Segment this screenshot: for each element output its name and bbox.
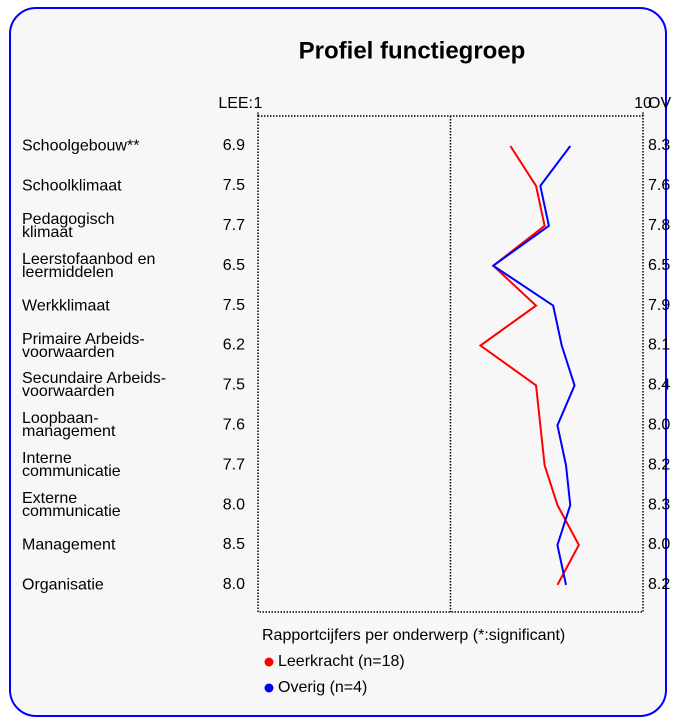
category-label: Schoolklimaat xyxy=(22,177,122,195)
category-label: Leerstofaanbod en leermiddelen xyxy=(22,250,156,281)
value-label: 8.0 xyxy=(223,576,245,593)
x-tick-label: 10 xyxy=(634,95,652,112)
category-label: Werkklimaat xyxy=(22,297,110,315)
legend-label: Overig (n=4) xyxy=(278,679,367,696)
value-label: 7.9 xyxy=(648,297,670,314)
category-label: Organisatie xyxy=(22,576,104,594)
value-label: 7.5 xyxy=(223,377,245,394)
column-label: OV xyxy=(648,95,671,112)
value-label: 6.5 xyxy=(223,257,245,274)
value-label: 6.9 xyxy=(223,137,245,154)
category-label: Interne communicatie xyxy=(22,450,121,481)
chart-title: Profiel functiegroep xyxy=(299,37,526,64)
value-label: 7.5 xyxy=(223,177,245,194)
value-label: 8.2 xyxy=(648,576,670,593)
value-label: 6.5 xyxy=(648,257,670,274)
value-label: 7.5 xyxy=(223,297,245,314)
value-label: 8.4 xyxy=(648,377,670,394)
category-label: Secundaire Arbeids- voorwaarden xyxy=(22,370,167,401)
value-label: 7.8 xyxy=(648,217,670,234)
value-label: 7.6 xyxy=(648,177,670,194)
series-line xyxy=(478,145,580,586)
category-label: Externe communicatie xyxy=(22,490,121,521)
category-label: Pedagogisch klimaat xyxy=(22,210,115,241)
category-label: Primaire Arbeids- voorwaarden xyxy=(22,330,145,361)
value-label: 8.2 xyxy=(648,456,670,473)
legend-marker xyxy=(264,657,274,667)
category-label: Loopbaan- management xyxy=(22,410,116,441)
value-label: 7.6 xyxy=(223,417,245,434)
category-label: Management xyxy=(22,536,116,554)
value-label: 8.3 xyxy=(648,496,670,513)
value-label: 6.2 xyxy=(223,337,245,354)
frame xyxy=(9,7,667,717)
value-label: 8.1 xyxy=(648,337,670,354)
value-label: 8.0 xyxy=(648,417,670,434)
value-label: 8.5 xyxy=(223,536,245,553)
legend-title: Rapportcijfers per onderwerp (*:signific… xyxy=(262,627,565,644)
legend-label: Leerkracht (n=18) xyxy=(278,653,405,670)
x-tick-label: 1 xyxy=(254,95,263,112)
value-label: 8.0 xyxy=(223,496,245,513)
value-label: 7.7 xyxy=(223,456,245,473)
legend-marker xyxy=(264,683,274,693)
column-label: LEE: xyxy=(218,95,253,112)
series-line xyxy=(491,145,576,586)
category-label: Schoolgebouw** xyxy=(22,137,140,155)
value-label: 8.3 xyxy=(648,137,670,154)
value-label: 7.7 xyxy=(223,217,245,234)
value-label: 8.0 xyxy=(648,536,670,553)
